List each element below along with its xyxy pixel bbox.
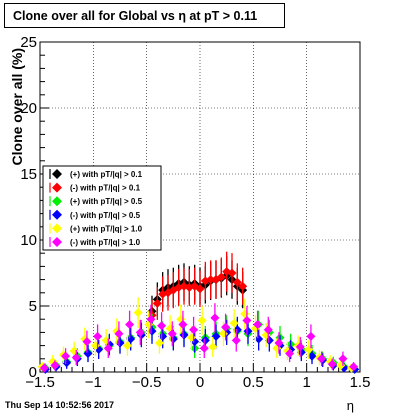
legend-marker [52, 182, 62, 193]
data-point [82, 337, 92, 347]
data-point [254, 334, 264, 344]
data-point [93, 331, 103, 341]
data-point [152, 298, 162, 308]
data-point [115, 338, 125, 348]
data-point [199, 343, 209, 353]
data-point [206, 275, 216, 285]
data-point [62, 358, 72, 368]
data-point [167, 329, 177, 339]
data-point [232, 325, 242, 335]
x-tick-label: −0.5 [132, 374, 162, 391]
legend-marker [52, 209, 62, 220]
data-point [232, 277, 242, 287]
data-point [50, 360, 60, 370]
data-point [274, 338, 284, 348]
data-point [126, 334, 136, 344]
data-point [210, 313, 220, 323]
data-point [197, 316, 207, 326]
data-point [221, 322, 231, 332]
y-tick-label: 10 [20, 232, 37, 249]
legend-label: (+) with pT/|q| > 0.5 [70, 197, 143, 206]
data-point [135, 327, 145, 337]
y-tick-label: 5 [29, 298, 37, 315]
data-point [61, 351, 71, 361]
chart-title: Clone over all for Global vs η at pT > 0… [13, 9, 258, 23]
data-point [253, 319, 263, 329]
data-point [103, 343, 113, 353]
timestamp: Thu Sep 14 10:52:56 2017 [5, 400, 115, 410]
data-point [114, 329, 124, 339]
data-point [285, 349, 295, 359]
x-tick-label: −1.5 [25, 374, 55, 391]
legend-marker [52, 237, 62, 247]
data-point [125, 319, 135, 329]
x-tick-label: 0 [196, 374, 204, 391]
data-point [178, 319, 188, 329]
x-tick-label: 0.5 [243, 374, 264, 391]
data-point [338, 354, 348, 364]
data-point [200, 335, 210, 345]
legend-box [42, 165, 162, 251]
data-point [242, 316, 252, 326]
data-point [195, 284, 205, 294]
data-point [307, 351, 317, 361]
x-tick-label: −1 [85, 374, 102, 391]
data-point [147, 326, 157, 336]
y-tick-label: 20 [20, 100, 37, 117]
data-point [122, 341, 132, 351]
data-point [306, 331, 316, 341]
data-point [238, 281, 248, 291]
data-point [39, 363, 49, 373]
data-point [83, 349, 93, 359]
y-tick-label: 15 [20, 166, 37, 183]
data-point [263, 325, 273, 335]
data-point [227, 268, 237, 278]
data-point [179, 330, 189, 340]
data-point [327, 359, 337, 369]
chart-title-box: Clone over all for Global vs η at pT > 0… [4, 3, 285, 28]
data-point [250, 323, 260, 333]
data-point [349, 362, 359, 372]
legend-marker [52, 223, 62, 234]
data-point [243, 326, 253, 336]
data-point [154, 338, 164, 348]
y-tick-label: 0 [29, 364, 37, 381]
data-point [157, 321, 167, 331]
data-point [208, 342, 218, 352]
legend-label: (+) with pT/|q| > 0.1 [70, 170, 143, 179]
legend-label: (-) with pT/|q| > 0.5 [70, 211, 141, 220]
data-point [71, 352, 81, 362]
data-point [211, 331, 221, 341]
x-tick-label: 1 [302, 374, 310, 391]
data-point [133, 308, 143, 318]
data-point [295, 342, 305, 352]
data-point [231, 335, 241, 345]
legend-marker [52, 196, 62, 207]
legend-label: (-) with pT/|q| > 0.1 [70, 184, 141, 193]
x-tick-label: 1.5 [350, 374, 371, 391]
data-point [216, 272, 226, 282]
legend-label: (+) with pT/|q| > 1.0 [70, 224, 143, 233]
y-axis-label: Clone over all (%) [9, 48, 25, 165]
data-point [229, 318, 239, 328]
data-point [189, 325, 199, 335]
data-point [158, 331, 168, 341]
legend-label: (-) with pT/|q| > 1.0 [70, 238, 141, 247]
legend-marker [52, 169, 62, 179]
x-axis-label: η [347, 398, 354, 413]
data-point [317, 354, 327, 364]
y-tick-label: 25 [20, 34, 37, 51]
data-point [146, 314, 156, 324]
